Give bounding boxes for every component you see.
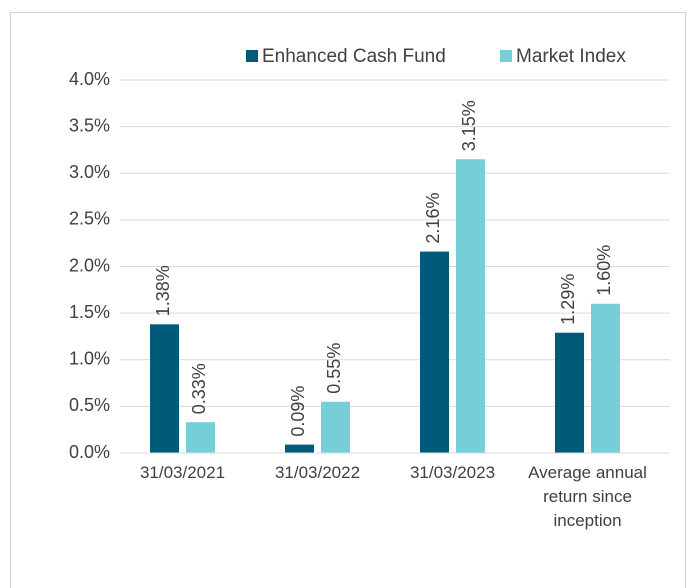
data-label: 2.16% [423, 193, 443, 244]
bar [555, 332, 584, 453]
legend-swatch [500, 50, 512, 62]
y-tick-label: 1.0% [69, 349, 110, 369]
bar [420, 251, 449, 453]
y-tick-label: 2.0% [69, 255, 110, 275]
bar [456, 159, 485, 453]
data-label: 1.60% [594, 245, 614, 296]
data-label: 1.38% [153, 265, 173, 316]
y-tick-label: 0.5% [69, 395, 110, 415]
legend-label: Market Index [516, 46, 626, 67]
bar [150, 324, 179, 453]
bar [321, 401, 350, 453]
legend-swatch [246, 50, 258, 62]
bar [285, 444, 314, 453]
y-tick-label: 3.0% [69, 162, 110, 182]
legend-label: Enhanced Cash Fund [262, 46, 446, 67]
y-tick-label: 2.5% [69, 209, 110, 229]
x-tick-label: 31/03/2021 [139, 463, 226, 482]
data-label: 0.09% [288, 386, 308, 437]
data-label: 3.15% [459, 100, 479, 151]
bar [186, 422, 215, 453]
data-label: 0.33% [189, 363, 209, 414]
x-tick-label: 31/03/2023 [409, 463, 496, 482]
data-label: 1.29% [558, 274, 578, 325]
chart-border [10, 12, 686, 588]
y-tick-label: 3.5% [69, 115, 110, 135]
y-tick-label: 1.5% [69, 302, 110, 322]
y-tick-label: 4.0% [69, 69, 110, 89]
x-tick-label: 31/03/2022 [274, 463, 361, 482]
x-tick-label: Average annual return since inception [528, 463, 647, 530]
y-tick-label: 0.0% [69, 442, 110, 462]
data-label: 0.55% [324, 343, 344, 394]
bar [591, 303, 620, 453]
